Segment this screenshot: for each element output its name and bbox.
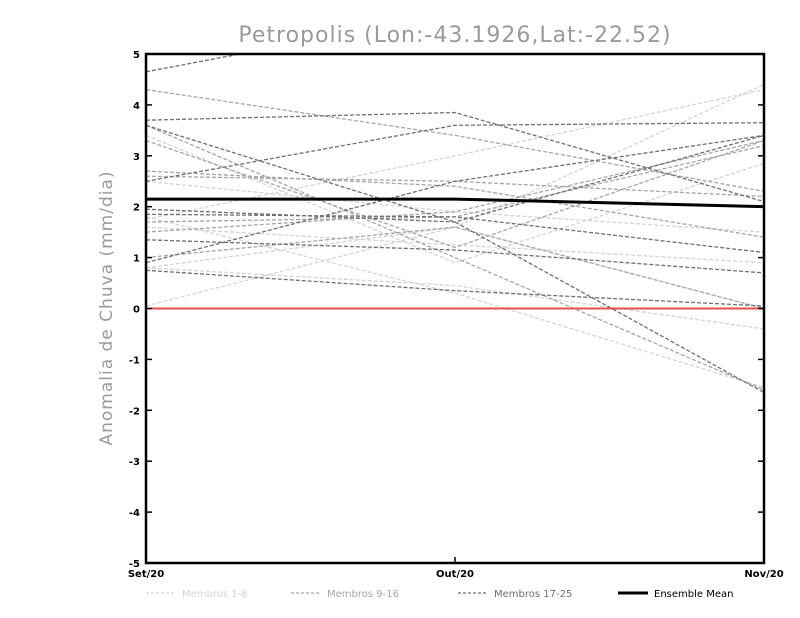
series-line-members-9-16-16 <box>146 144 764 223</box>
y-tick-label: -1 <box>129 355 140 366</box>
plot-area: -5 -4 -3 -2 -1 0 1 2 3 4 5 Set/20 Out/20 Nov/20 <box>128 50 784 580</box>
series-line-members-17-25-18 <box>146 111 764 203</box>
series-line-members-1-8-5 <box>146 180 764 233</box>
legend: Membros 1-8 Membros 9-16 Membros 17-25 Ense… <box>146 589 733 600</box>
y-tick-label: 0 <box>133 305 140 316</box>
y-tick-label: 4 <box>133 101 140 112</box>
series-line-members-17-25-24 <box>146 134 764 264</box>
member-series-group <box>146 54 764 394</box>
chart-title: Petropolis (Lon:-43.1926,Lat:-22.52) <box>238 23 671 48</box>
x-tick-label: Nov/20 <box>744 569 783 580</box>
x-tick-label: Set/20 <box>128 569 164 580</box>
legend-item: Ensemble Mean <box>618 589 733 600</box>
y-tick-label: -5 <box>129 559 140 570</box>
series-line-members-1-8-7 <box>146 226 764 310</box>
legend-label: Membros 9-16 <box>327 589 399 600</box>
series-line-members-1-8-4 <box>146 216 764 389</box>
series-line-members-17-25-25 <box>146 213 764 254</box>
series-line-members-9-16-14 <box>146 124 764 391</box>
series-line-members-17-25-23 <box>146 124 764 394</box>
series-line-members-1-8-1 <box>146 83 764 307</box>
legend-label: Ensemble Mean <box>654 589 733 600</box>
y-axis: -5 -4 -3 -2 -1 0 1 2 3 4 5 <box>129 50 764 570</box>
series-line-members-9-16-13 <box>146 226 764 310</box>
ensemble-mean-line <box>146 197 765 209</box>
y-tick-label: 2 <box>133 203 140 214</box>
series-line-members-17-25-22 <box>146 269 764 307</box>
series-line-members-17-25-20 <box>146 134 764 223</box>
y-tick-label: 3 <box>133 152 140 163</box>
series-line-members-9-16-12 <box>146 139 764 233</box>
legend-label: Membros 17-25 <box>494 589 572 600</box>
series-line-members-17-25-19 <box>146 122 764 182</box>
series-line-members-9-16-15 <box>146 170 764 238</box>
legend-item: Membros 17-25 <box>458 589 572 600</box>
y-tick-label: -4 <box>129 508 140 519</box>
y-tick-label: -3 <box>129 457 140 468</box>
series-line-members-17-25-21 <box>146 239 764 274</box>
legend-label: Membros 1-8 <box>182 589 248 600</box>
series-line-members-9-16-9 <box>146 88 764 193</box>
y-tick-label: 1 <box>133 254 140 265</box>
x-axis: Set/20 Out/20 Nov/20 <box>128 557 784 580</box>
x-tick-label: Out/20 <box>436 569 474 580</box>
y-tick-label: 5 <box>133 50 140 61</box>
series-line-members-9-16-10 <box>146 139 764 249</box>
series-line-members-1-8-8 <box>146 226 764 264</box>
y-axis-label: Anomalia de Chuva (mm/dia) <box>97 170 117 445</box>
legend-item: Membros 1-8 <box>146 589 248 600</box>
y-tick-label: -2 <box>129 406 140 417</box>
series-line-members-1-8-2 <box>146 267 764 330</box>
legend-item: Membros 9-16 <box>291 589 399 600</box>
